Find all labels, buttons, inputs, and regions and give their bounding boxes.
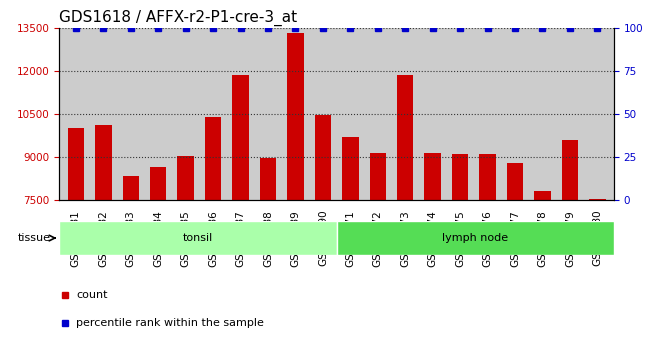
- Bar: [287, 33, 304, 200]
- Bar: [260, 158, 277, 200]
- Text: GDS1618 / AFFX-r2-P1-cre-3_at: GDS1618 / AFFX-r2-P1-cre-3_at: [59, 10, 298, 26]
- Bar: [150, 167, 166, 200]
- Bar: [424, 152, 441, 200]
- Bar: [534, 191, 550, 200]
- Bar: [479, 154, 496, 200]
- Text: lymph node: lymph node: [442, 233, 508, 243]
- Bar: [507, 163, 523, 200]
- Bar: [397, 75, 413, 200]
- Text: tissue: tissue: [17, 233, 50, 243]
- Bar: [205, 117, 221, 200]
- Bar: [178, 156, 194, 200]
- Bar: [589, 199, 606, 200]
- Bar: [95, 125, 112, 200]
- Text: count: count: [76, 290, 108, 299]
- FancyBboxPatch shape: [59, 221, 337, 255]
- Bar: [562, 140, 578, 200]
- Bar: [123, 176, 139, 200]
- Bar: [315, 115, 331, 200]
- Bar: [342, 137, 358, 200]
- Bar: [67, 128, 84, 200]
- FancyBboxPatch shape: [337, 221, 614, 255]
- Text: percentile rank within the sample: percentile rank within the sample: [76, 318, 264, 327]
- Bar: [232, 75, 249, 200]
- Bar: [452, 154, 469, 200]
- Text: tonsil: tonsil: [183, 233, 213, 243]
- Bar: [370, 152, 386, 200]
